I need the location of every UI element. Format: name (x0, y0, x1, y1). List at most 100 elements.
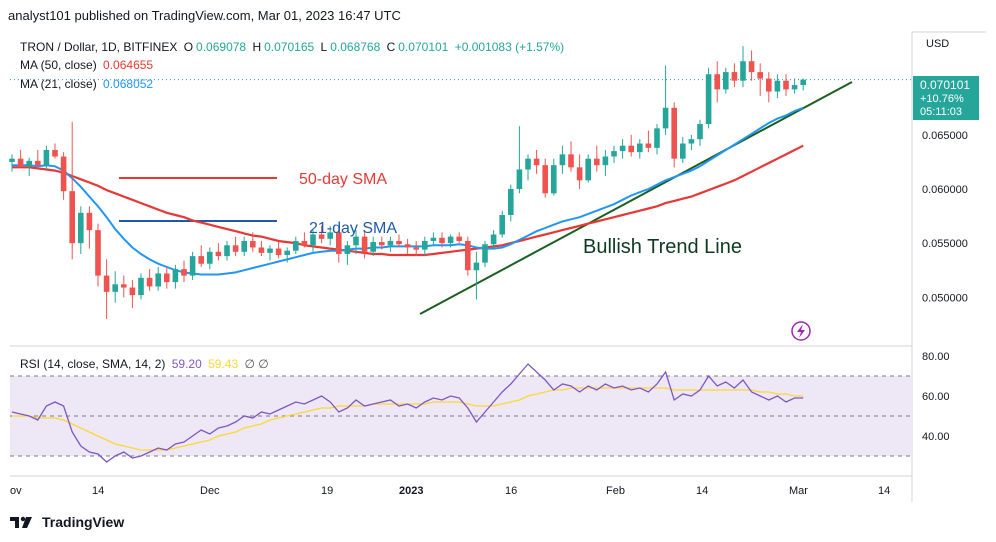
candle-body (17, 158, 24, 167)
candle-body (594, 158, 600, 166)
rsi-tick: 40.00 (922, 431, 950, 443)
open-label: O (183, 40, 194, 54)
candle-body (430, 237, 437, 241)
candle-body (103, 275, 110, 292)
bullish-trend-line[interactable] (419, 81, 853, 315)
rsi-tick: 80.00 (922, 351, 950, 363)
candle-body (542, 165, 548, 194)
candle-body (576, 167, 583, 181)
candle-body (35, 160, 41, 166)
ma50-line (12, 144, 804, 257)
candle-body (396, 240, 402, 245)
candle-body (9, 158, 15, 162)
candle-body (52, 150, 58, 157)
time-tick: Feb (606, 485, 625, 497)
time-tick: 16 (505, 485, 517, 497)
candle-body (568, 154, 574, 168)
candle-body (791, 85, 798, 90)
tradingview-footer[interactable]: TradingView (10, 514, 124, 530)
candle-body (516, 169, 523, 189)
sma21-annotation: 21-day SMA (309, 220, 397, 237)
candle-body (60, 156, 67, 192)
candle-body (43, 150, 50, 166)
candle-body (172, 269, 179, 283)
change-value: +0.001083 (+1.57%) (454, 40, 565, 54)
candle-body (680, 143, 686, 159)
candles (9, 46, 806, 319)
lightning-icon[interactable] (791, 321, 811, 341)
price-tick: 0.060000 (922, 184, 968, 196)
candle-body (628, 145, 634, 153)
ma50-label: MA (50, close) (20, 58, 97, 72)
candle-body (551, 165, 557, 194)
high-label: H (252, 40, 262, 54)
candle-body (207, 251, 213, 264)
candle-body (740, 61, 746, 81)
candle-body (112, 284, 118, 292)
low-value: 0.068768 (330, 40, 381, 54)
candle-body (688, 139, 695, 144)
candle-body (637, 143, 643, 153)
candle-body (353, 236, 359, 246)
ma50-legend: MA (50, close) 0.064655 (20, 58, 156, 72)
candle-body (559, 154, 566, 166)
currency-label: USD (926, 38, 949, 50)
candle-body (766, 78, 772, 92)
candle-body (301, 240, 308, 246)
candle-body (654, 128, 660, 148)
candle-body (95, 230, 101, 276)
time-tick: Dec (200, 485, 220, 497)
candle-body (224, 245, 230, 257)
candle-body (748, 61, 755, 73)
close-label: C (386, 40, 396, 54)
candle-body (439, 237, 445, 244)
candle-body (490, 234, 497, 245)
trend-annotation: Bullish Trend Line (583, 236, 742, 258)
candle-body (146, 277, 153, 287)
candle-body (465, 240, 471, 271)
ma21-legend: MA (21, close) 0.068052 (20, 77, 156, 91)
rsi-levels (10, 375, 912, 457)
candle-body (800, 79, 806, 86)
candle-body (602, 156, 609, 166)
candle-body (293, 240, 299, 251)
candle-body (508, 189, 514, 215)
candle-body (78, 212, 84, 244)
candle-body (482, 244, 488, 263)
candle-body (422, 240, 428, 250)
last-change-label: +10.76% (920, 93, 964, 105)
candle-body (611, 151, 617, 157)
time-tick: 14 (696, 485, 708, 497)
candle-body (189, 256, 196, 276)
candle-body (181, 269, 187, 276)
candle-body (473, 262, 480, 271)
candle-body (697, 124, 703, 140)
candle-body (671, 107, 677, 159)
countdown-label: 05:11:03 (920, 106, 962, 118)
candle-body (456, 236, 462, 241)
time-tick: Mar (789, 485, 808, 497)
candle-body (379, 242, 385, 246)
price-tick: 0.055000 (922, 238, 968, 250)
candle-body (714, 74, 720, 90)
time-tick: 2023 (399, 485, 423, 497)
price-tick: 0.050000 (922, 292, 968, 304)
candle-body (705, 74, 712, 125)
sma50-annotation: 50-day SMA (299, 171, 387, 188)
ma21-label: MA (21, close) (20, 77, 97, 91)
candle-body (585, 158, 591, 181)
time-tick: 14 (878, 485, 890, 497)
candle-body (370, 242, 376, 252)
candle-body (86, 212, 93, 231)
candle-body (241, 240, 247, 252)
rsi-label: RSI (14, close, SMA, 14, 2) (20, 357, 166, 371)
candle-body (26, 160, 32, 167)
candle-body (645, 143, 652, 148)
open-value: 0.069078 (196, 40, 247, 54)
rsi-line (11, 363, 804, 463)
candle-body (284, 250, 290, 256)
publish-info: analyst101 published on TradingView.com,… (8, 8, 401, 23)
rsi-series (11, 363, 804, 463)
